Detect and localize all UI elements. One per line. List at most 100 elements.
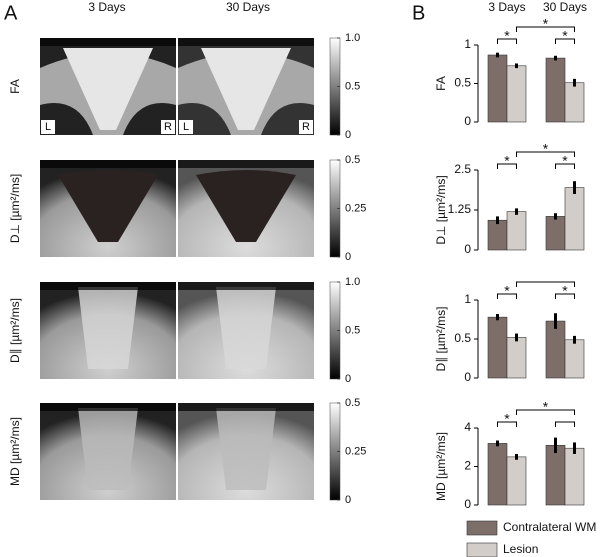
grey-matter xyxy=(216,408,276,490)
bar xyxy=(545,320,566,379)
significance-label: * xyxy=(562,153,568,169)
y-tick-label: 0.5 xyxy=(454,76,471,90)
colorbar-tick-label: 0.5 xyxy=(345,397,360,409)
colorbar-tick-label: 0.5 xyxy=(345,324,360,336)
significance-label: * xyxy=(504,411,510,427)
bar xyxy=(487,316,508,379)
significance-bracket xyxy=(555,163,575,169)
legend-label: Lesion xyxy=(503,542,538,556)
significance-bracket xyxy=(497,421,517,427)
y-tick-label: 2.5 xyxy=(454,162,471,176)
significance-bracket xyxy=(555,421,575,427)
row-label: D⊥ [µm²/ms] xyxy=(8,174,22,243)
colorbar-tick-label: 0.25 xyxy=(345,202,366,214)
bar xyxy=(506,337,527,379)
y-axis-label: FA xyxy=(434,76,448,91)
significance-label: * xyxy=(504,28,510,44)
y-axis-label: D∥ [µm²/ms] xyxy=(434,307,448,372)
row-label: D∥ [µm²/ms] xyxy=(8,298,22,363)
colorbar-tick-label: 1.0 xyxy=(345,276,360,288)
mri-image xyxy=(178,403,314,500)
column-header: 3 Days xyxy=(488,0,525,14)
grey-matter xyxy=(58,170,158,242)
legend-label: Contralateral WM xyxy=(503,520,596,534)
significance-bracket xyxy=(516,151,575,157)
y-axis-label: MD [µm²/ms] xyxy=(434,432,448,501)
y-tick-label: 1 xyxy=(464,292,471,306)
bar xyxy=(564,82,585,123)
bar xyxy=(564,187,585,251)
y-tick-label: 0 xyxy=(464,370,471,384)
mri-image xyxy=(40,403,176,500)
mri-image xyxy=(40,282,176,379)
top-edge xyxy=(40,403,176,411)
bar xyxy=(487,219,508,251)
y-tick-label: 0 xyxy=(464,497,471,511)
significance-bracket xyxy=(516,281,575,287)
grey-matter xyxy=(78,287,138,369)
significance-bracket xyxy=(516,26,575,32)
bar xyxy=(545,445,566,506)
bar xyxy=(506,65,527,123)
y-tick-label: 0.5 xyxy=(454,331,471,345)
significance-label: * xyxy=(543,16,549,32)
orientation-box xyxy=(41,120,55,134)
bar xyxy=(487,443,508,506)
panel-label: A xyxy=(4,2,18,24)
mri-image xyxy=(178,38,314,135)
column-header: 3 Days xyxy=(88,0,125,14)
bar xyxy=(506,211,527,251)
orientation-box xyxy=(179,120,193,134)
significance-label: * xyxy=(504,283,510,299)
top-edge xyxy=(178,403,314,411)
colorbar-tick-label: 0.5 xyxy=(345,80,360,92)
top-edge xyxy=(40,160,176,168)
orientation-label: R xyxy=(302,121,310,133)
orientation-box xyxy=(299,120,313,134)
grey-matter xyxy=(216,287,276,369)
significance-bracket xyxy=(497,293,517,299)
significance-label: * xyxy=(504,153,510,169)
top-edge xyxy=(178,160,314,168)
significance-label: * xyxy=(543,399,549,415)
column-header: 30 Days xyxy=(226,0,270,14)
mri-image xyxy=(178,282,314,379)
colorbar-tick-label: 1.0 xyxy=(345,32,360,44)
y-axis-label: D⊥ [µm²/ms] xyxy=(434,175,448,244)
significance-bracket xyxy=(497,163,517,169)
grey-matter xyxy=(196,170,296,242)
bar xyxy=(545,216,566,251)
significance-bracket xyxy=(497,38,517,44)
mri-image xyxy=(40,38,176,135)
y-tick-label: 1 xyxy=(464,37,471,51)
significance-label: * xyxy=(543,141,549,157)
y-tick-label: 4 xyxy=(464,420,471,434)
white-matter xyxy=(63,48,153,130)
legend-swatch xyxy=(466,520,498,536)
significance-label: * xyxy=(562,283,568,299)
top-edge xyxy=(178,282,314,290)
colorbar-tick-label: 0 xyxy=(345,494,351,506)
significance-bracket xyxy=(516,409,575,415)
grey-matter xyxy=(78,408,138,490)
significance-label: * xyxy=(562,28,568,44)
white-matter xyxy=(201,48,291,130)
bar xyxy=(564,447,585,506)
colorbar-tick-label: 0 xyxy=(345,251,351,263)
colorbar-tick-label: 0.25 xyxy=(345,445,366,457)
row-label: FA xyxy=(8,79,22,94)
significance-bracket xyxy=(555,38,575,44)
orientation-label: R xyxy=(164,121,172,133)
bar xyxy=(545,57,566,123)
legend-swatch xyxy=(466,542,498,557)
orientation-box xyxy=(161,120,175,134)
panel-label: B xyxy=(412,2,425,24)
top-edge xyxy=(40,38,176,46)
y-tick-label: 1.25 xyxy=(448,202,472,216)
column-header: 30 Days xyxy=(543,0,587,14)
y-tick-label: 0 xyxy=(464,114,471,128)
colorbar-tick-label: 0.5 xyxy=(345,154,360,166)
top-edge xyxy=(40,282,176,290)
y-tick-label: 0 xyxy=(464,242,471,256)
